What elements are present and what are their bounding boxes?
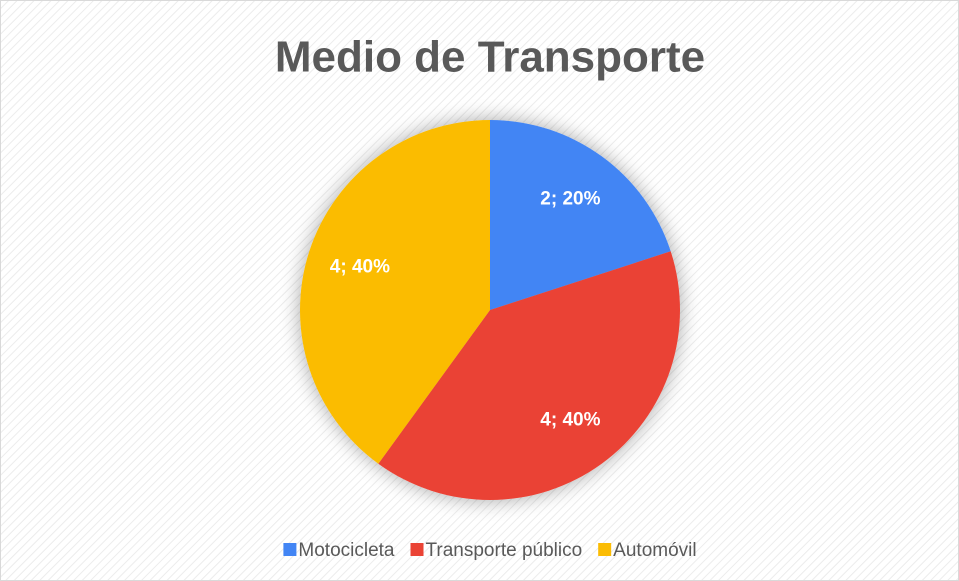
pie-slice [299,119,490,464]
legend-label: Transporte público [426,540,583,561]
chart-title: Medio de Transporte [275,33,705,82]
data-label: 2; 20% [540,188,600,209]
pie-slice [378,251,680,501]
data-label: 4; 40% [330,257,390,278]
legend-swatch [598,543,612,556]
data-labels: 2; 20% 4; 40% 4; 40% [330,188,601,430]
legend-label: Automóvil [613,540,696,561]
legend-swatch [410,543,424,556]
data-label: 4; 40% [540,410,600,431]
legend: Motocicleta Transporte público Automóvil [283,540,697,561]
legend-swatch [283,543,297,556]
pie [299,119,680,501]
legend-label: Motocicleta [298,540,395,561]
pie-slice [490,120,671,310]
